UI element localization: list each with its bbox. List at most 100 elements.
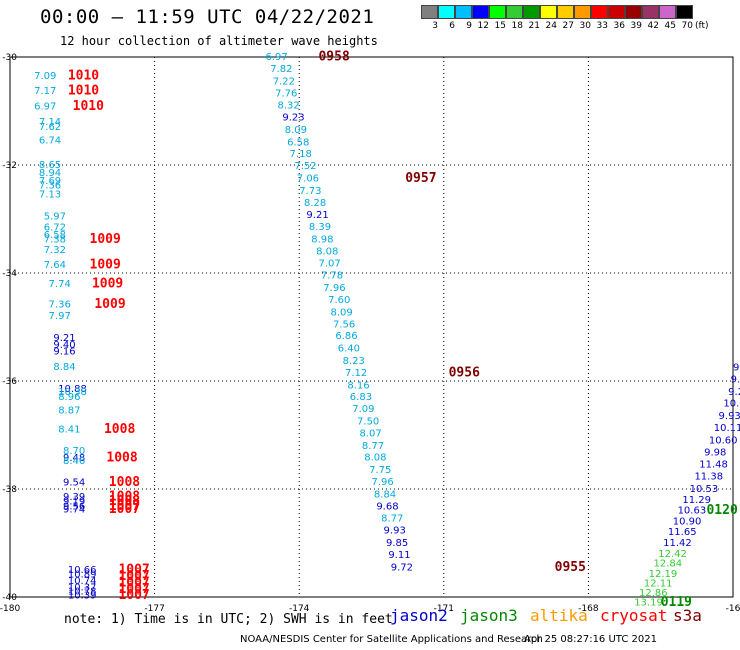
data-point: 7.74: [49, 279, 71, 290]
data-point: 6.97: [265, 52, 287, 63]
y-tick-label: -36: [2, 377, 17, 387]
data-point: 7.96: [372, 477, 394, 488]
color-swatch: [574, 5, 591, 19]
data-point: 9.72: [391, 562, 413, 573]
color-swatch: [523, 5, 540, 19]
data-point: 13.19: [634, 597, 663, 608]
data-point: 7.07: [318, 258, 340, 269]
data-point: 9.39: [63, 492, 85, 503]
y-tick-label: -34: [2, 269, 17, 279]
data-point: 6.86: [335, 331, 357, 342]
data-point: 9.40: [53, 340, 75, 351]
time-annotation: 0958: [318, 50, 349, 65]
y-tick-label: -40: [2, 593, 17, 603]
color-swatch: [472, 5, 489, 19]
color-tick-label: 18: [511, 21, 523, 31]
data-point: 7.75: [369, 465, 391, 476]
color-swatch: [421, 5, 438, 19]
data-point: 7.09: [352, 404, 374, 415]
data-point: 8.84: [53, 362, 75, 373]
x-tick-label: -174: [289, 604, 310, 614]
color-swatch: [540, 5, 557, 19]
time-annotation: 1007: [118, 588, 149, 603]
data-point: 12.19: [649, 569, 678, 580]
time-annotation: 1008: [109, 494, 140, 509]
time-annotation: 1007: [118, 563, 149, 578]
plot-frame: [9, 56, 734, 598]
data-point: 7.17: [34, 86, 56, 97]
color-swatch: [438, 5, 455, 19]
time-annotation: 1010: [73, 99, 104, 114]
data-point: 9.26: [728, 387, 740, 398]
color-ticks: 3 6 9 12 15 18 21 24 27 30 33 36 39 42 45 70 (ft): [421, 21, 708, 31]
data-point: 9.93: [719, 411, 740, 422]
legend-altika: altika: [530, 606, 588, 625]
chart-title: 00:00 – 11:59 UTC 04/22/2021: [40, 6, 375, 28]
data-point: 6.83: [350, 392, 372, 403]
data-point: 7.82: [270, 64, 292, 75]
color-swatch: [557, 5, 574, 19]
data-point: 11.48: [699, 460, 728, 471]
color-swatch: [506, 5, 523, 19]
data-point: 7.06: [297, 174, 319, 185]
color-legend: 3 6 9 12 15 18 21 24 27 30 33 36 39 42 45 70 (ft): [421, 5, 709, 31]
data-point: 9.54: [63, 478, 85, 489]
data-point: 8.87: [58, 406, 80, 417]
data-point: 12.11: [644, 579, 673, 590]
color-tick-label: 30: [579, 21, 591, 31]
data-point: 7.18: [290, 149, 312, 160]
generated-timestamp: Apr 25 08:27:16 UTC 2021: [524, 634, 657, 645]
data-point: 7.36: [49, 299, 71, 310]
time-annotation: 1007: [109, 499, 140, 514]
color-swatch: [489, 5, 506, 19]
data-point: 7.13: [39, 190, 61, 201]
data-point: 8.09: [331, 307, 353, 318]
data-point: 8.41: [58, 425, 80, 436]
color-swatch: [659, 5, 676, 19]
data-point: 9.56: [63, 501, 85, 512]
data-point: 8.08: [364, 453, 386, 464]
color-tick-label: 24: [545, 21, 557, 31]
time-annotation: 0120: [706, 503, 737, 518]
y-tick-label: -32: [2, 161, 17, 171]
data-point: 6.58: [287, 137, 309, 148]
data-point: 12.84: [653, 559, 682, 570]
data-point: 10.39: [68, 590, 97, 601]
time-annotation: 1007: [118, 569, 149, 584]
x-tick-label: -168: [578, 604, 599, 614]
data-point: 7.62: [39, 122, 61, 133]
data-point: 8.70: [63, 446, 85, 457]
legend-jason2: jason2: [390, 606, 448, 625]
data-point: 11.42: [663, 538, 692, 549]
time-annotation: 1008: [104, 422, 135, 437]
data-point: 8.07: [359, 428, 381, 439]
color-swatch: [455, 5, 472, 19]
data-point: 9.48: [63, 453, 85, 464]
time-annotation: 1010: [68, 84, 99, 99]
data-point: 12.42: [658, 549, 687, 560]
time-annotation: 1009: [92, 276, 123, 291]
data-point: 10.88: [58, 384, 87, 395]
data-point: 12.86: [639, 588, 668, 599]
data-point: 9.85: [386, 538, 408, 549]
y-tick-label: -30: [2, 53, 17, 63]
data-point: 10.78: [68, 587, 97, 598]
data-point: 10.63: [678, 506, 707, 517]
data-point: 8.39: [309, 222, 331, 233]
data-point: 8.65: [39, 160, 61, 171]
data-point: 9.68: [376, 501, 398, 512]
time-annotation: 0119: [661, 595, 692, 610]
data-point: 9.23: [282, 112, 304, 123]
time-annotation: 1009: [94, 297, 125, 312]
y-tick-label: -38: [2, 485, 17, 495]
color-swatch: [625, 5, 642, 19]
data-point: 9.21: [53, 333, 75, 344]
legend-cryosat: cryosat: [600, 606, 668, 625]
data-point: 9.0: [731, 374, 740, 385]
color-tick-label: 45: [664, 21, 676, 31]
color-tick-label: 21: [528, 21, 540, 31]
x-tick-label: -16: [726, 604, 740, 614]
color-swatch: [591, 5, 608, 19]
data-point: 8.23: [343, 356, 365, 367]
data-point: 11.65: [668, 527, 697, 538]
